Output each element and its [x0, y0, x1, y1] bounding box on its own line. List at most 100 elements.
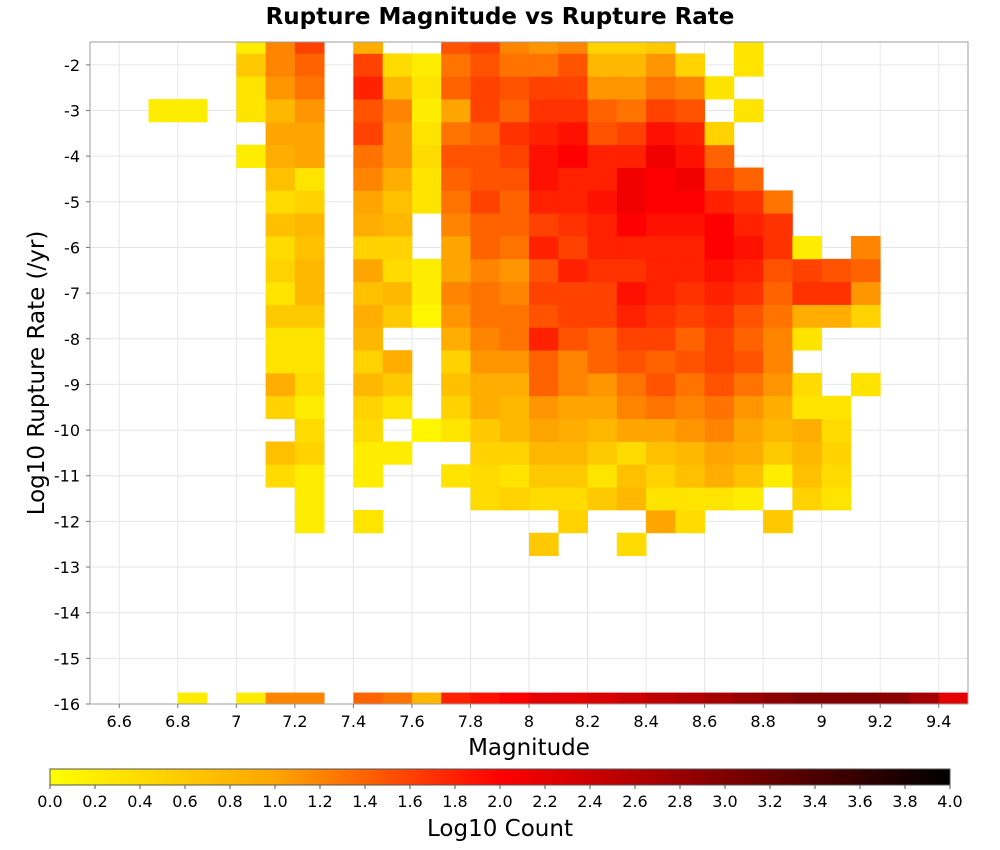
- heatmap-cell: [411, 692, 442, 705]
- heatmap-cell: [704, 692, 735, 705]
- heatmap-cell: [265, 190, 296, 214]
- heatmap-cell: [587, 213, 618, 237]
- x-axis-ticks: 6.6 6.8 7 7.2 7.4 7.6 7.8 8 8.2 8.4 8.6 8.8 9 9.2 9.4: [107, 704, 951, 731]
- x-tick-label: 9.2: [867, 712, 892, 731]
- heatmap-cell: [294, 258, 325, 283]
- x-tick-label: 7.2: [282, 712, 307, 731]
- heatmap-cell: [529, 213, 559, 237]
- heatmap-cell: [499, 441, 530, 465]
- heatmap-cell: [382, 395, 413, 420]
- heatmap-cell: [616, 76, 647, 100]
- x-tick-label: 9.4: [926, 712, 951, 731]
- heatmap-cell: [675, 76, 705, 100]
- y-tick-label: -6: [64, 238, 80, 257]
- heatmap-cell: [499, 167, 530, 191]
- heatmap-cell: [353, 53, 384, 77]
- heatmap-cell: [646, 53, 676, 77]
- heatmap-cell: [704, 213, 735, 237]
- heatmap-cell: [529, 487, 559, 511]
- heatmap-cell: [470, 76, 501, 100]
- heatmap-cell: [763, 509, 793, 534]
- colorbar-tick-label: 1.0: [262, 792, 287, 811]
- heatmap-cell: [441, 418, 471, 442]
- heatmap-cell: [763, 692, 793, 705]
- heatmap-cell: [558, 236, 588, 260]
- heatmap-cell: [529, 373, 559, 397]
- heatmap-cell: [177, 692, 208, 705]
- y-tick-label: -13: [54, 558, 80, 577]
- heatmap-cell: [441, 350, 471, 374]
- heatmap-cell: [880, 692, 910, 705]
- heatmap-cell: [616, 121, 647, 146]
- heatmap-cell: [587, 692, 618, 705]
- heatmap-cell: [587, 327, 618, 351]
- heatmap-cell: [236, 99, 266, 123]
- heatmap-cell: [529, 144, 559, 168]
- colorbar-tick-label: 3.4: [802, 792, 827, 811]
- heatmap-cell: [353, 350, 384, 374]
- colorbar-tick-label: 2.0: [487, 792, 512, 811]
- y-tick-label: -4: [64, 147, 80, 166]
- heatmap-cell: [616, 99, 647, 123]
- heatmap-cell: [294, 327, 325, 351]
- heatmap-cell: [646, 236, 676, 260]
- heatmap-cell: [529, 281, 559, 305]
- heatmap-cell: [646, 327, 676, 351]
- heatmap-cell: [675, 395, 705, 420]
- heatmap-cell: [382, 213, 413, 237]
- heatmap-cell: [704, 258, 735, 283]
- heatmap-cell: [646, 99, 676, 123]
- heatmap-cell: [704, 487, 735, 511]
- heatmap-cell: [792, 395, 823, 420]
- heatmap-cell: [382, 167, 413, 191]
- heatmap-cell: [470, 281, 501, 305]
- heatmap-cell: [529, 304, 559, 328]
- heatmap-cell: [265, 167, 296, 191]
- heatmap-cell: [353, 99, 384, 123]
- heatmap-cell: [294, 53, 325, 77]
- heatmap-cell: [441, 236, 471, 260]
- heatmap-cell: [704, 190, 735, 214]
- heatmap-cell: [353, 281, 384, 305]
- heatmap-cell: [821, 395, 852, 420]
- heatmap-cell: [558, 327, 588, 351]
- heatmap-cell: [558, 167, 588, 191]
- y-tick-label: -3: [64, 101, 80, 120]
- heatmap-cell: [529, 464, 559, 488]
- heatmap-cell: [821, 418, 852, 442]
- heatmap-cell: [470, 190, 501, 214]
- heatmap-cell: [470, 304, 501, 328]
- heatmap-cell: [265, 258, 296, 283]
- heatmap-cell: [675, 213, 705, 237]
- heatmap-cell: [499, 350, 530, 374]
- heatmap-cell: [529, 236, 559, 260]
- heatmap-cell: [792, 236, 823, 260]
- heatmap-cell: [733, 418, 764, 442]
- heatmap-cell: [265, 99, 296, 123]
- heatmap-cell: [675, 99, 705, 123]
- chart-title: Rupture Magnitude vs Rupture Rate: [266, 4, 735, 30]
- heatmap-cell: [850, 692, 881, 705]
- heatmap-cell: [441, 258, 471, 283]
- x-tick-label: 8.6: [692, 712, 717, 731]
- heatmap-cell: [704, 76, 735, 100]
- heatmap-cell: [529, 418, 559, 442]
- colorbar-tick-label: 1.6: [397, 792, 422, 811]
- heatmap-cell: [353, 418, 384, 442]
- heatmap-cell: [411, 167, 442, 191]
- heatmap-cell: [733, 487, 764, 511]
- heatmap-cell: [558, 487, 588, 511]
- heatmap-cell: [441, 281, 471, 305]
- y-tick-label: -10: [54, 421, 80, 440]
- heatmap-cell: [441, 213, 471, 237]
- heatmap-cell: [616, 327, 647, 351]
- x-tick-label: 7: [231, 712, 241, 731]
- heatmap-cell: [733, 464, 764, 488]
- y-axis-label: Log10 Rupture Rate (/yr): [24, 231, 50, 516]
- heatmap-cell: [411, 76, 442, 100]
- colorbar-tick-label: 0.4: [127, 792, 152, 811]
- heatmap-cell: [294, 190, 325, 214]
- heatmap-cell: [294, 99, 325, 123]
- heatmap-cell: [558, 121, 588, 146]
- heatmap-cell: [763, 373, 793, 397]
